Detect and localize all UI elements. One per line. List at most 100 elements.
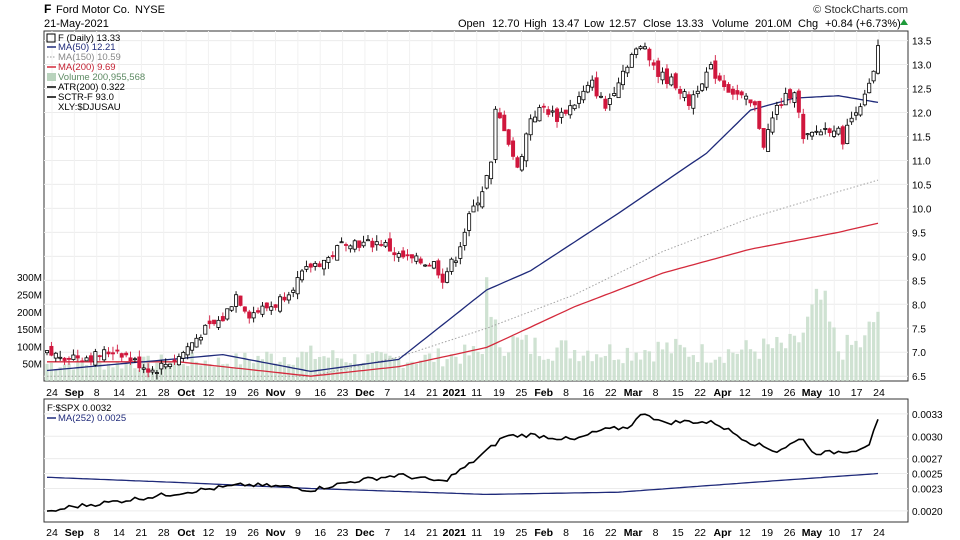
candle	[172, 354, 177, 366]
candle	[550, 105, 555, 117]
candle	[827, 127, 832, 137]
date-tick-label: 26	[784, 527, 796, 539]
volume-bar	[660, 349, 665, 381]
candle	[409, 254, 414, 264]
open-label: Open	[458, 18, 485, 30]
legend-volume: Volume 200,955,568	[58, 72, 145, 83]
volume-bar	[49, 362, 54, 381]
volume-bar	[801, 332, 805, 381]
volume-bar	[383, 353, 388, 381]
candle	[304, 260, 309, 273]
volume-bar	[863, 335, 867, 381]
date-axis-upper: 24 Sep 8 14 21 28 Oct 12 19 26 Nov 9 16 23 Dec 7 14 21 202…	[46, 387, 885, 399]
price-panel-frame	[43, 30, 909, 382]
price-tick-label: 8.5	[912, 276, 926, 287]
volume-bar	[291, 364, 295, 381]
price-tick-label: 7.5	[912, 324, 926, 335]
candle	[168, 363, 173, 369]
volume-bar	[696, 361, 700, 381]
candle	[620, 64, 625, 90]
candle	[519, 153, 524, 172]
date-tick-label: 2021	[443, 387, 467, 399]
volume-bar	[427, 353, 432, 381]
volume-bar	[810, 304, 814, 381]
volume-bar	[643, 350, 647, 381]
volume-bar	[581, 355, 586, 381]
candle	[449, 257, 454, 275]
candle	[247, 309, 252, 324]
candle	[577, 91, 582, 109]
date-tick-label: 26	[784, 387, 796, 399]
candle	[414, 252, 419, 265]
volume-bar	[616, 359, 621, 381]
candle	[132, 356, 137, 363]
date-tick-label: 17	[851, 527, 863, 539]
symbol-label: F	[44, 2, 51, 16]
ratio-panel-frame	[43, 398, 909, 523]
volume-bar	[537, 356, 542, 381]
ma252-line	[46, 472, 879, 496]
volume-bar	[744, 340, 748, 381]
candle	[190, 342, 195, 354]
price-tick-label: 12.0	[912, 109, 932, 120]
volume-tick-label: 200M	[17, 308, 42, 319]
price-tick-label: 8.0	[912, 300, 926, 311]
candle	[590, 75, 595, 91]
candle	[801, 108, 806, 144]
candle	[194, 334, 199, 348]
high-label: High	[524, 18, 547, 30]
candle	[572, 104, 577, 111]
volume-bar	[814, 288, 819, 381]
candle	[713, 55, 718, 84]
ohlc-readout: Open 12.70 High 13.47 Low 12.57 Close 13…	[458, 18, 901, 30]
candle	[458, 241, 463, 265]
candle	[533, 110, 538, 123]
price-tick-label: 11.5	[912, 132, 931, 143]
candle	[462, 228, 467, 251]
volume-bar	[353, 354, 357, 381]
candle	[774, 101, 779, 121]
volume-bar	[379, 352, 383, 381]
date-tick-label: 8	[94, 387, 100, 399]
volume-bar	[80, 362, 84, 381]
low-label: Low	[584, 18, 604, 30]
candle	[634, 47, 639, 59]
candle	[748, 99, 753, 107]
candle	[229, 306, 234, 312]
date-tick-label: 19	[225, 527, 237, 539]
date-tick-label: 12	[203, 387, 215, 399]
volume-bar	[98, 361, 102, 381]
date-tick-label: Mar	[624, 527, 643, 539]
open-value: 12.70	[492, 18, 520, 30]
candle	[664, 64, 669, 89]
date-tick-label: 14	[404, 527, 416, 539]
candle	[867, 78, 872, 94]
volume-bar	[489, 316, 493, 381]
volume-bar	[278, 361, 282, 381]
volume-bar	[186, 365, 190, 381]
volume-bar	[137, 369, 141, 381]
candle	[225, 308, 230, 321]
date-tick-label: 12	[739, 527, 751, 539]
volume-bar	[849, 344, 854, 381]
volume-bar	[45, 363, 49, 381]
candle	[810, 131, 815, 140]
volume-bar	[630, 360, 634, 381]
candle	[770, 111, 775, 135]
legend-ma50: MA(50) 12.21	[58, 42, 116, 53]
date-tick-label: 21	[136, 387, 148, 399]
chg-label: Chg	[798, 18, 818, 30]
volume-bar	[511, 336, 515, 381]
candle	[744, 93, 749, 106]
volume-tick-label: 250M	[17, 291, 42, 302]
candle	[392, 247, 397, 262]
candle	[300, 268, 305, 283]
date-tick-label: 24	[46, 387, 58, 399]
candle	[484, 174, 489, 190]
date-tick-label: 9	[295, 387, 301, 399]
ratio-tick-label: 0.0027	[912, 455, 943, 466]
candle	[401, 247, 406, 259]
candle	[396, 251, 401, 262]
volume-bar	[84, 364, 89, 381]
date-tick-label: 24	[873, 387, 885, 399]
